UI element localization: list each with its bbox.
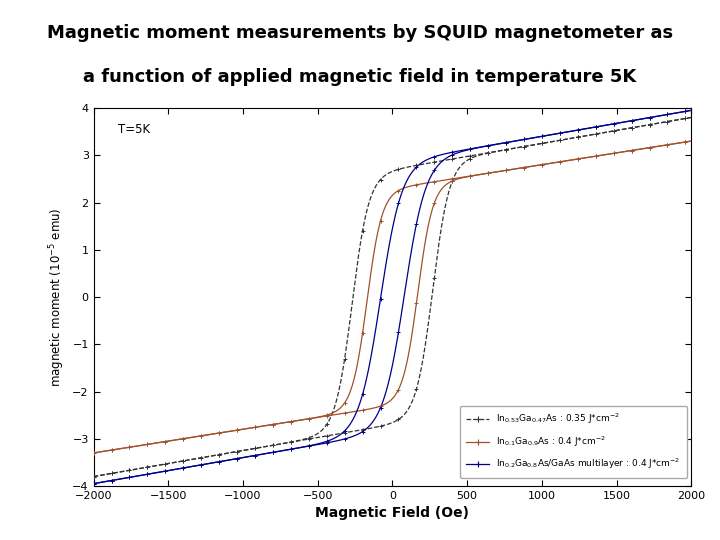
X-axis label: Magnetic Field (Oe): Magnetic Field (Oe) xyxy=(315,507,469,521)
Y-axis label: magnetic moment (10$^{-5}$ emu): magnetic moment (10$^{-5}$ emu) xyxy=(47,207,67,387)
Text: T=5K: T=5K xyxy=(117,123,150,136)
Text: a function of applied magnetic field in temperature 5K: a function of applied magnetic field in … xyxy=(84,68,636,86)
Legend: In$_{0.53}$Ga$_{0.47}$As : 0.35 J*cm$^{-2}$, In$_{0.1}$Ga$_{0.9}$As : 0.4 J*cm$^: In$_{0.53}$Ga$_{0.47}$As : 0.35 J*cm$^{-… xyxy=(460,406,687,478)
Text: Magnetic moment measurements by SQUID magnetometer as: Magnetic moment measurements by SQUID ma… xyxy=(47,24,673,42)
